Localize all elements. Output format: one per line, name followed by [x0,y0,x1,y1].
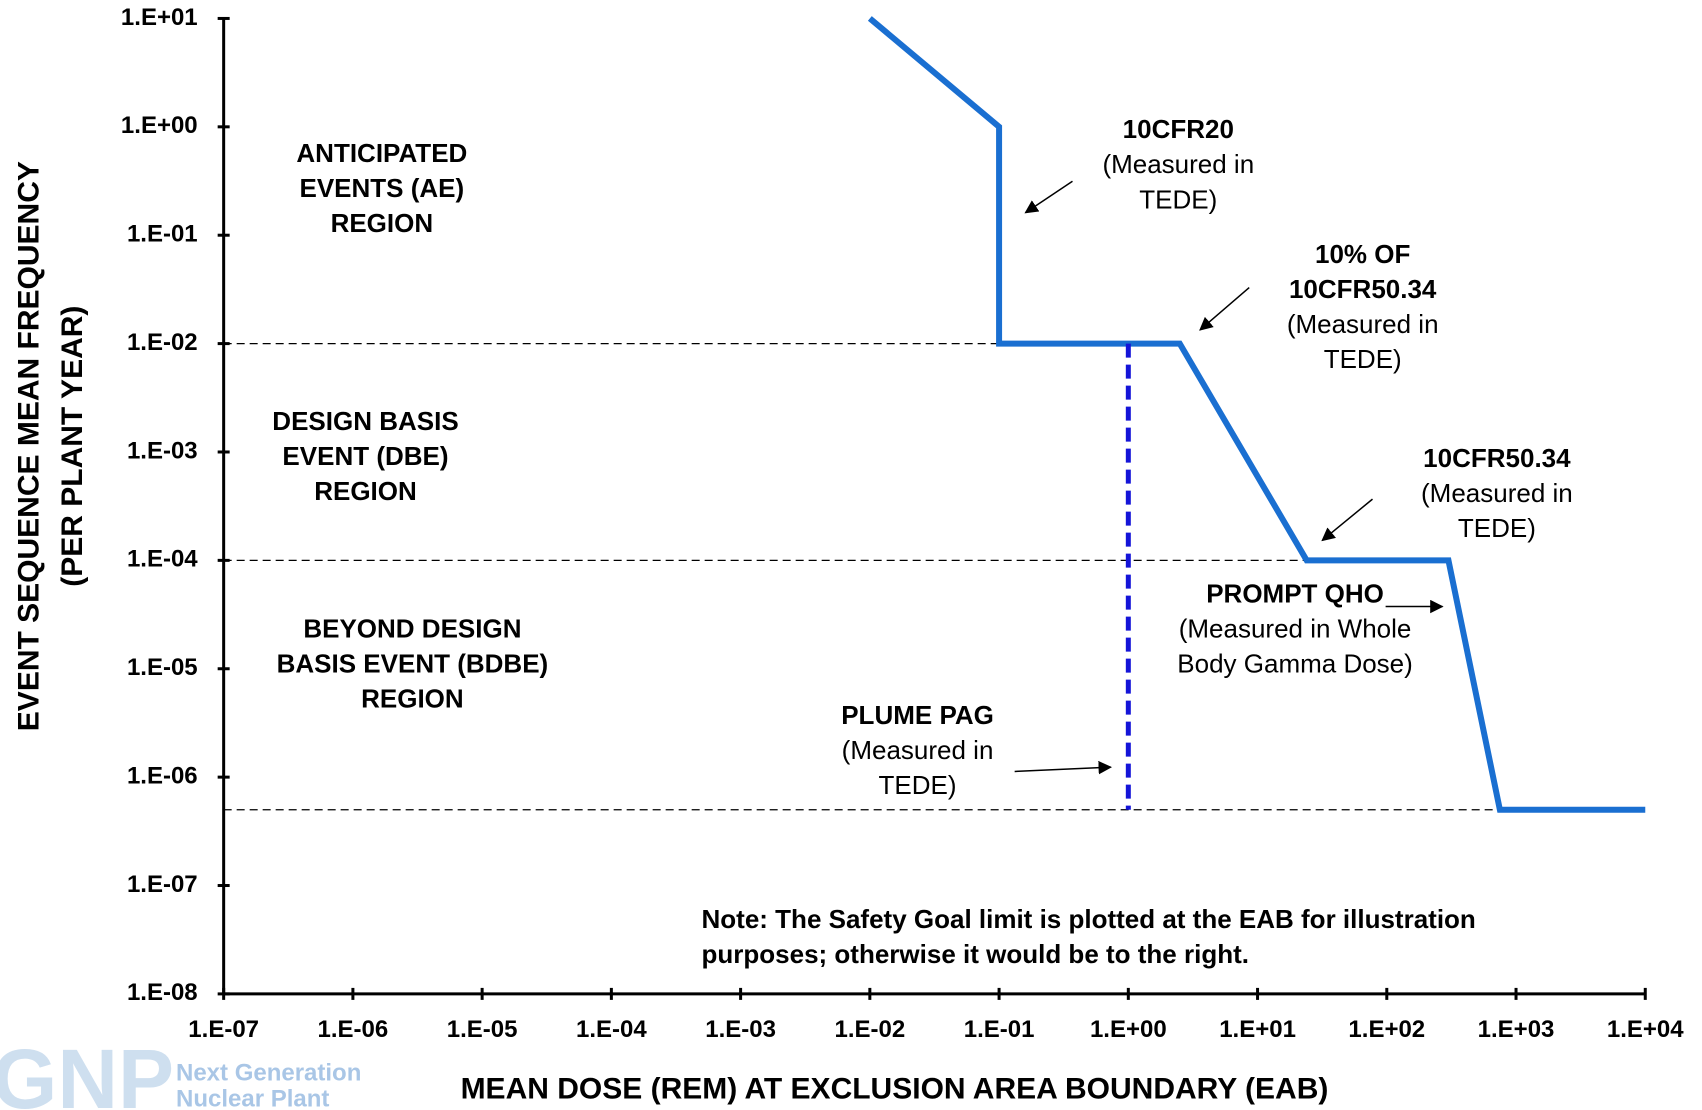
annotation-text: TEDE) [1458,513,1536,543]
series-line [867,16,1646,813]
annotation-arrow [1014,760,1113,775]
y-tick-label: 1.E-01 [127,221,198,248]
y-tick-label: 1.E-02 [127,329,198,356]
annotation-bold: DESIGN BASIS [272,406,458,436]
y-axis-title: EVENT SEQUENCE MEAN FREQUENCY [12,161,45,731]
annotation-bold: ANTICIPATED [296,138,467,168]
annotation-bold: 10% OF [1315,239,1410,269]
y-tick-label: 1.E-03 [127,437,198,464]
annotation-bold: 10CFR50.34 [1289,274,1437,304]
annotation-bold: EVENT (DBE) [282,441,448,471]
annotation-arrow [1024,180,1073,214]
y-tick-label: 1.E+00 [121,112,198,139]
x-tick-label: 1.E-03 [705,1016,776,1043]
x-tick-label: 1.E-06 [318,1016,389,1043]
annotation-text: TEDE) [1324,344,1402,374]
annotation-bold: BEYOND DESIGN [303,613,521,643]
logo-mark: GNP [0,1032,174,1110]
x-tick-label: 1.E-05 [447,1016,518,1043]
x-tick-label: 1.E-01 [964,1016,1035,1043]
annotation-bold: BASIS EVENT (BDBE) [277,648,549,678]
x-tick-label: 1.E-07 [188,1016,259,1043]
annotation-bold: REGION [331,208,434,238]
annotation-bold: 10CFR20 [1123,114,1234,144]
annotation-bold: REGION [361,683,464,713]
annotation-bold: 10CFR50.34 [1423,443,1571,473]
x-tick-label: 1.E+04 [1607,1016,1684,1043]
annotation-text: (Measured in Whole [1179,614,1412,644]
annotation-bold: purposes; otherwise it would be to the r… [702,939,1249,969]
x-tick-label: 1.E+02 [1348,1016,1425,1043]
y-tick-label: 1.E-07 [127,871,198,898]
x-tick-label: 1.E+03 [1478,1016,1555,1043]
y-tick-label: 1.E-06 [127,762,198,789]
annotation-bold: PROMPT QHO [1206,579,1384,609]
x-tick-label: 1.E+01 [1219,1016,1296,1043]
logo-text: Next Generation [176,1059,361,1086]
annotation-text: (Measured in [1287,309,1439,339]
annotation-text: (Measured in [1102,149,1254,179]
y-tick-label: 1.E+01 [121,4,198,31]
x-tick-label: 1.E-02 [834,1016,905,1043]
y-tick-label: 1.E-08 [127,979,198,1006]
annotation-bold: REGION [314,476,417,506]
annotation-text: TEDE) [879,770,957,800]
annotation-bold: PLUME PAG [841,700,994,730]
annotation-bold: Note: The Safety Goal limit is plotted a… [702,904,1476,934]
y-tick-label: 1.E-04 [127,546,198,573]
annotation-arrow [1199,286,1250,331]
x-axis-title: MEAN DOSE (REM) AT EXCLUSION AREA BOUNDA… [461,1072,1329,1105]
annotation-text: Body Gamma Dose) [1177,649,1413,679]
annotation-bold: EVENTS (AE) [300,173,465,203]
annotation-arrow [1321,498,1373,542]
y-tick-label: 1.E-05 [127,654,198,681]
annotation-text: (Measured in [842,735,994,765]
annotation-text: TEDE) [1139,184,1217,214]
annotation-text: (Measured in [1421,478,1573,508]
x-tick-label: 1.E+00 [1090,1016,1167,1043]
x-tick-label: 1.E-04 [576,1016,647,1043]
logo-text: Nuclear Plant [176,1085,329,1110]
y-axis-title: (PER PLANT YEAR) [56,306,89,587]
